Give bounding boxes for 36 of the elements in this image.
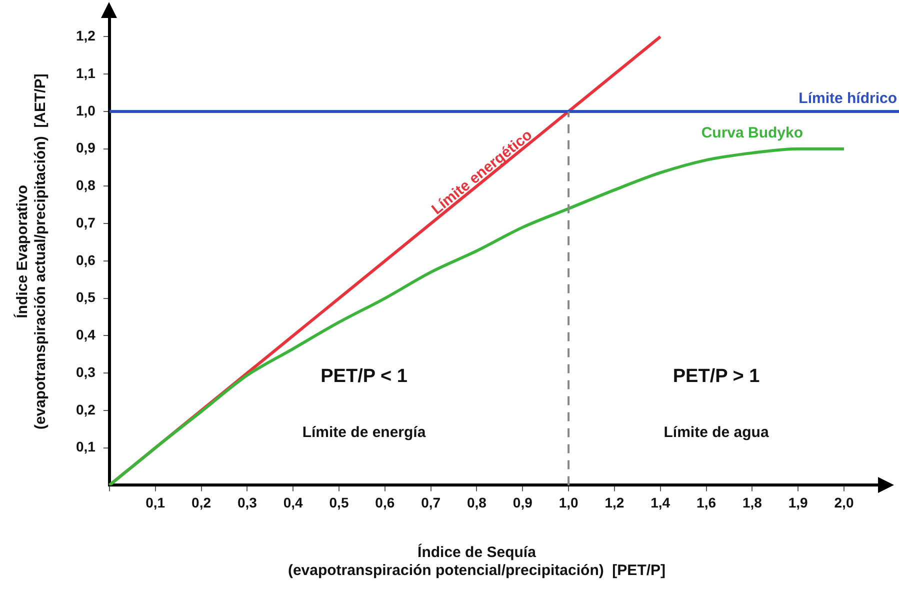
y-tick-label: 0,3 <box>76 364 96 380</box>
x-tick-label: 1,6 <box>696 494 716 510</box>
x-tick-label: 0,1 <box>146 494 166 510</box>
x-tick-label: 1,9 <box>788 494 808 510</box>
x-tick-label: 0,8 <box>466 494 487 510</box>
x-tick-label: 0,5 <box>329 494 349 510</box>
x-tick-label: 1,2 <box>604 494 624 510</box>
y-tick-label: 1,1 <box>76 64 96 81</box>
x-tick-label: 0,9 <box>512 494 533 510</box>
y-tick-label: 0,5 <box>76 289 96 306</box>
annotation: Límite de energía <box>302 424 426 442</box>
x-axis-title: Índice de Sequía (evapotranspiración potencial/precipitación) [PET/P] <box>288 543 666 580</box>
y-axis-title: Índice Evaporativo (evapotranspiración actual/precipitación) [AET/P] <box>13 74 50 430</box>
x-tick-label: 2,0 <box>834 494 854 510</box>
x-tick-label: 0,7 <box>421 494 441 510</box>
y-tick-label: 0,2 <box>76 401 96 418</box>
ref-line-label: Límite hídrico <box>798 90 897 108</box>
x-tick-label: 1,0 <box>558 494 578 510</box>
x-tick-label: 0,2 <box>192 494 212 510</box>
series-label: Curva Budyko <box>701 124 804 142</box>
y-tick-label: 0,1 <box>76 438 96 455</box>
y-tick-label: 0,9 <box>76 140 96 156</box>
y-tick-label: 1,2 <box>76 28 96 44</box>
annotation: PET/P > 1 <box>672 366 760 388</box>
annotation: Límite de agua <box>664 424 770 442</box>
y-tick-label: 0,6 <box>76 252 96 268</box>
x-tick-label: 1,8 <box>742 494 762 510</box>
y-tick-label: 0,7 <box>76 214 96 230</box>
annotation: PET/P < 1 <box>320 366 408 388</box>
y-tick-label: 0,4 <box>76 326 96 343</box>
x-tick-label: 0,6 <box>375 494 395 510</box>
x-tick-label: 0,4 <box>283 494 304 510</box>
x-tick-label: 0,3 <box>237 494 258 510</box>
y-tick-label: 1,0 <box>76 102 96 118</box>
x-tick-label: 1,4 <box>650 494 670 510</box>
y-tick-label: 0,8 <box>76 177 96 194</box>
